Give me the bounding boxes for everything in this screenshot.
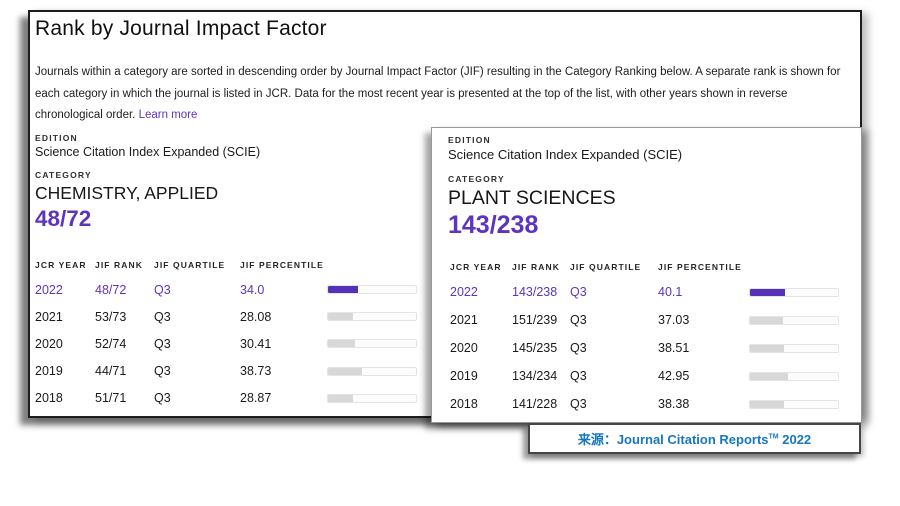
jif-rank-table: JCR YEAR JIF RANK JIF QUARTILE JIF PERCE… (450, 262, 839, 418)
trademark-symbol: TM (768, 433, 779, 441)
row-percentile: 37.03 (658, 313, 690, 327)
jif-percentile-header: JIF PERCENTILE (658, 262, 742, 272)
row-percentile[interactable]: 34.0 (240, 282, 265, 297)
row-percentile: 42.95 (658, 369, 690, 383)
jif-rank-header: JIF RANK (512, 262, 560, 272)
row-quartile: Q3 (154, 309, 171, 324)
edition-value: Science Citation Index Expanded (SCIE) (35, 145, 261, 159)
row-year: 2019 (450, 369, 478, 383)
percentile-bar (327, 393, 419, 403)
row-rank[interactable]: 143/238 (512, 285, 558, 299)
row-percentile: 38.51 (658, 341, 690, 355)
jcr-year-header: JCR YEAR (450, 262, 502, 272)
percentile-bar (327, 285, 419, 295)
percentile-bar (749, 287, 839, 297)
category-value: PLANT SCIENCES (448, 187, 616, 209)
row-quartile: Q3 (154, 336, 171, 351)
source-year: 2022 (778, 432, 812, 447)
jif-quartile-header: JIF QUARTILE (570, 262, 642, 272)
edition-value: Science Citation Index Expanded (SCIE) (448, 147, 683, 162)
source-prefix: 来源： (577, 432, 617, 447)
row-percentile: 38.38 (658, 397, 690, 411)
row-year: 2021 (35, 309, 63, 324)
page-title: Rank by Journal Impact Factor (35, 17, 327, 40)
percentile-bar (749, 399, 839, 409)
row-year: 2020 (450, 341, 478, 355)
percentile-bar (749, 371, 839, 381)
row-quartile: Q3 (570, 341, 587, 355)
row-quartile: Q3 (154, 364, 171, 379)
category-label: CATEGORY (35, 170, 92, 180)
row-year: 2021 (450, 313, 478, 327)
plant-sciences-card: EDITION Science Citation Index Expanded … (431, 127, 862, 423)
row-percentile: 28.08 (240, 309, 272, 324)
learn-more-link[interactable]: Learn more (138, 109, 198, 121)
category-value: CHEMISTRY, APPLIED (35, 183, 219, 203)
edition-label: EDITION (448, 135, 491, 145)
row-rank: 141/228 (512, 397, 558, 411)
row-rank[interactable]: 48/72 (95, 282, 127, 297)
percentile-bar (327, 312, 419, 322)
percentile-bar (327, 339, 419, 349)
row-rank: 145/235 (512, 341, 558, 355)
row-rank: 151/239 (512, 313, 558, 327)
row-rank: 52/74 (95, 336, 127, 351)
percentile-bar (749, 343, 839, 353)
row-percentile[interactable]: 40.1 (658, 285, 683, 299)
row-percentile: 38.73 (240, 364, 272, 379)
row-quartile[interactable]: Q3 (154, 282, 171, 297)
jif-rank-table: JCR YEAR JIF RANK JIF QUARTILE JIF PERCE… (35, 260, 419, 412)
jif-quartile-header: JIF QUARTILE (154, 260, 226, 270)
source-attribution-text: 来源：Journal Citation ReportsTM 2022 (578, 429, 811, 448)
row-quartile: Q3 (570, 313, 587, 327)
source-name: Journal Citation Reports (616, 432, 769, 447)
row-year: 2020 (35, 336, 63, 351)
row-quartile: Q3 (570, 397, 587, 411)
row-quartile: Q3 (154, 391, 171, 406)
row-year: 2018 (450, 397, 478, 411)
row-year[interactable]: 2022 (35, 282, 63, 297)
row-percentile: 28.87 (240, 391, 272, 406)
jif-percentile-header: JIF PERCENTILE (240, 260, 324, 270)
description-paragraph: Journals within a category are sorted in… (35, 62, 853, 127)
row-year: 2018 (35, 391, 63, 406)
description-text: Journals within a category are sorted in… (35, 66, 841, 121)
row-year: 2019 (35, 364, 63, 379)
jcr-year-header: JCR YEAR (35, 260, 87, 270)
category-rank: 143/238 (448, 211, 539, 239)
row-rank: 53/73 (95, 309, 127, 324)
row-quartile[interactable]: Q3 (570, 285, 587, 299)
edition-label: EDITION (35, 133, 78, 143)
row-rank: 134/234 (512, 369, 558, 383)
row-percentile: 30.41 (240, 336, 272, 351)
row-rank: 44/71 (95, 364, 127, 379)
jif-rank-header: JIF RANK (95, 260, 143, 270)
row-year[interactable]: 2022 (450, 285, 478, 299)
percentile-bar (749, 315, 839, 325)
category-rank: 48/72 (35, 206, 92, 231)
percentile-bar (327, 366, 419, 376)
source-attribution-box: 来源：Journal Citation ReportsTM 2022 (528, 423, 861, 454)
row-quartile: Q3 (570, 369, 587, 383)
category-label: CATEGORY (448, 174, 505, 184)
row-rank: 51/71 (95, 391, 127, 406)
